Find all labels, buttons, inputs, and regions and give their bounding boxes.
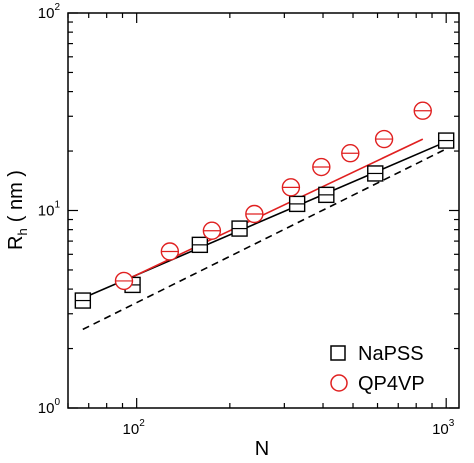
qp4vp-point [413, 101, 432, 120]
y-axis-title-unit: ( nm ) [5, 170, 27, 222]
axis-ticks [67, 12, 459, 409]
tick-labels: 102 103 100 101 102 [38, 2, 455, 438]
qp4vp-point [245, 204, 264, 224]
y-axis-title-main: R [5, 236, 27, 250]
legend-label-qp4vp: QP4VP [358, 373, 425, 395]
legend-marker-napss [330, 345, 346, 361]
x-axis-title: N [255, 438, 269, 460]
x-tick-label: 103 [432, 418, 455, 438]
napss-point [191, 236, 209, 254]
qp4vp-point [341, 144, 360, 163]
napss-point [437, 132, 455, 149]
napss-point [231, 220, 248, 237]
dashed-reference-line [82, 148, 447, 331]
data-markers [74, 101, 455, 309]
y-tick-label: 102 [38, 2, 61, 22]
qp4vp-point [281, 178, 301, 197]
qp4vp-point [160, 242, 180, 261]
legend: NaPSS QP4VP [330, 343, 425, 395]
y-axis-title-sub: h [15, 228, 30, 235]
napss-point [74, 292, 92, 309]
legend-label-napss: NaPSS [358, 343, 424, 365]
x-tick-label: 102 [123, 418, 146, 438]
qp4vp-point [312, 157, 331, 177]
qp4vp-point [202, 221, 222, 240]
qp4vp-point [114, 271, 134, 291]
napss-point [367, 165, 384, 182]
y-tick-label: 100 [38, 397, 61, 417]
y-tick-label: 101 [38, 200, 61, 220]
fit-lines [82, 138, 447, 331]
napss-point [288, 195, 306, 213]
napss-point [318, 186, 335, 204]
legend-marker-qp4vp [330, 374, 348, 392]
y-axis-title: Rh ( nm ) [5, 170, 30, 250]
qp4vp-point [374, 129, 394, 149]
